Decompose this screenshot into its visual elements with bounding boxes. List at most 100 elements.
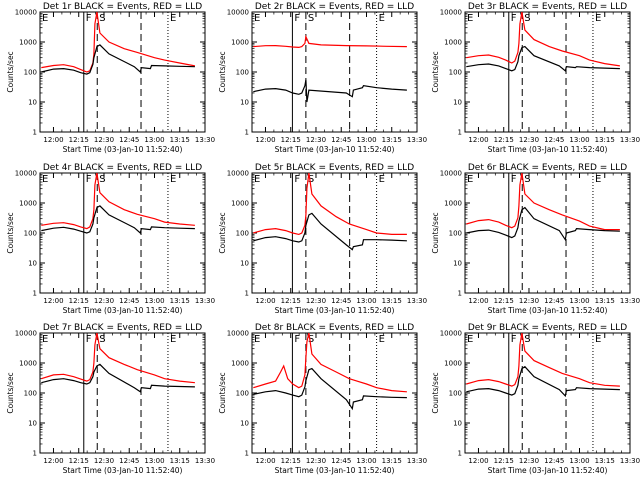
y-tick-label: 1 — [458, 450, 462, 458]
y-tick-label: 1 — [33, 129, 37, 137]
y-tick-label: 10 — [453, 260, 462, 268]
y-axis-label: Counts/sec — [431, 212, 440, 253]
x-tick-label: 12:00 — [468, 136, 488, 144]
x-tick-label: 13:30 — [407, 457, 427, 465]
series-lld-line — [41, 173, 195, 230]
panel-det-7: Det 7r BLACK = Events, RED = LLD Counts/s… — [6, 323, 215, 475]
x-tick-label: 12:00 — [43, 297, 63, 305]
x-tick-label: 12:45 — [544, 457, 564, 465]
y-axis-label: Counts/sec — [218, 51, 227, 92]
y-tick-label: 100 — [24, 230, 37, 238]
y-tick-label: 10000 — [15, 170, 37, 178]
plot-frame — [39, 172, 206, 294]
x-axis-label: Start Time (03-Jan-10 11:52:40) — [63, 466, 183, 475]
y-axis-label: Counts/sec — [6, 212, 15, 253]
x-tick-label: 13:30 — [407, 136, 427, 144]
panel-title: Det 7r BLACK = Events, RED = LLD — [43, 323, 202, 333]
y-tick-label: 1000 — [444, 39, 462, 47]
x-tick-label: 13:15 — [595, 297, 615, 305]
marker-label: S — [99, 174, 105, 185]
x-tick-label: 12:15 — [69, 457, 89, 465]
marker-label: E — [595, 13, 601, 24]
series-lld-line — [466, 173, 620, 231]
marker-label: F — [511, 334, 517, 345]
panel-det-9: Det 9r BLACK = Events, RED = LLD Counts/s… — [431, 323, 640, 475]
marker-label: E — [42, 174, 48, 185]
series-events-line — [466, 45, 620, 72]
x-tick-label: 13:15 — [382, 457, 402, 465]
series-lld-line — [253, 173, 407, 236]
y-tick-label: 100 — [24, 69, 37, 77]
marker-label: E — [170, 174, 176, 185]
x-tick-label: 13:00 — [356, 136, 376, 144]
x-tick-label: 12:30 — [94, 297, 114, 305]
marker-label: F — [294, 334, 300, 345]
x-tick-label: 12:45 — [331, 457, 351, 465]
x-axis-label: Start Time (03-Jan-10 11:52:40) — [488, 145, 608, 154]
y-axis-label: Counts/sec — [431, 372, 440, 413]
x-tick-label: 13:30 — [195, 136, 215, 144]
x-tick-label: 13:00 — [569, 136, 589, 144]
marker-label: E — [254, 13, 260, 24]
x-tick-label: 13:00 — [356, 297, 376, 305]
marker-label: F — [294, 13, 300, 24]
plot-frame — [464, 332, 631, 454]
y-tick-label: 1 — [33, 450, 37, 458]
y-tick-label: 100 — [24, 390, 37, 398]
x-tick-label: 13:30 — [195, 297, 215, 305]
y-tick-label: 100 — [236, 390, 249, 398]
x-tick-label: 13:15 — [595, 136, 615, 144]
y-tick-label: 1000 — [19, 200, 37, 208]
plot-frame — [251, 11, 418, 133]
x-tick-label: 12:00 — [255, 297, 275, 305]
marker-label: E — [467, 174, 473, 185]
marker-label: E — [379, 174, 385, 185]
y-tick-label: 10 — [28, 260, 37, 268]
x-axis-label: Start Time (03-Jan-10 11:52:40) — [275, 306, 395, 315]
y-tick-label: 10 — [28, 99, 37, 107]
x-tick-label: 12:00 — [255, 457, 275, 465]
y-tick-label: 1000 — [231, 360, 249, 368]
x-tick-label: 12:00 — [468, 457, 488, 465]
panel-det-6: Det 6r BLACK = Events, RED = LLD Counts/s… — [431, 163, 640, 315]
y-tick-label: 10000 — [440, 170, 462, 178]
x-tick-label: 12:45 — [119, 457, 139, 465]
series-events-line — [466, 206, 620, 242]
panel-title: Det 4r BLACK = Events, RED = LLD — [43, 163, 202, 173]
x-tick-label: 12:00 — [43, 457, 63, 465]
y-tick-label: 10 — [240, 260, 249, 268]
x-tick-label: 12:30 — [306, 297, 326, 305]
x-tick-label: 12:30 — [519, 136, 539, 144]
marker-label: E — [379, 334, 385, 345]
y-tick-label: 100 — [449, 69, 462, 77]
x-tick-label: 12:15 — [69, 136, 89, 144]
marker-label: E — [595, 174, 601, 185]
x-tick-label: 12:45 — [544, 297, 564, 305]
x-tick-label: 12:45 — [119, 297, 139, 305]
marker-label: E — [467, 334, 473, 345]
y-tick-label: 10 — [453, 420, 462, 428]
y-tick-label: 100 — [236, 69, 249, 77]
x-tick-label: 12:00 — [43, 136, 63, 144]
plot-frame — [251, 172, 418, 294]
panel-title: Det 3r BLACK = Events, RED = LLD — [468, 2, 627, 12]
x-tick-label: 13:00 — [569, 297, 589, 305]
panel-det-2: Det 2r BLACK = Events, RED = LLD Counts/s… — [218, 2, 427, 154]
y-tick-label: 1000 — [19, 39, 37, 47]
marker-label: E — [595, 334, 601, 345]
y-tick-label: 10 — [453, 99, 462, 107]
x-tick-label: 12:45 — [331, 136, 351, 144]
marker-label: F — [86, 334, 92, 345]
y-tick-label: 10 — [240, 99, 249, 107]
x-tick-label: 12:45 — [331, 297, 351, 305]
x-tick-label: 12:15 — [494, 136, 514, 144]
y-axis-label: Counts/sec — [431, 51, 440, 92]
x-tick-label: 12:30 — [519, 297, 539, 305]
x-tick-label: 12:45 — [119, 136, 139, 144]
x-tick-label: 12:30 — [519, 457, 539, 465]
x-tick-label: 13:15 — [170, 136, 190, 144]
panel-title: Det 2r BLACK = Events, RED = LLD — [255, 2, 414, 12]
marker-label: S — [99, 13, 105, 24]
y-tick-label: 10000 — [227, 9, 249, 17]
